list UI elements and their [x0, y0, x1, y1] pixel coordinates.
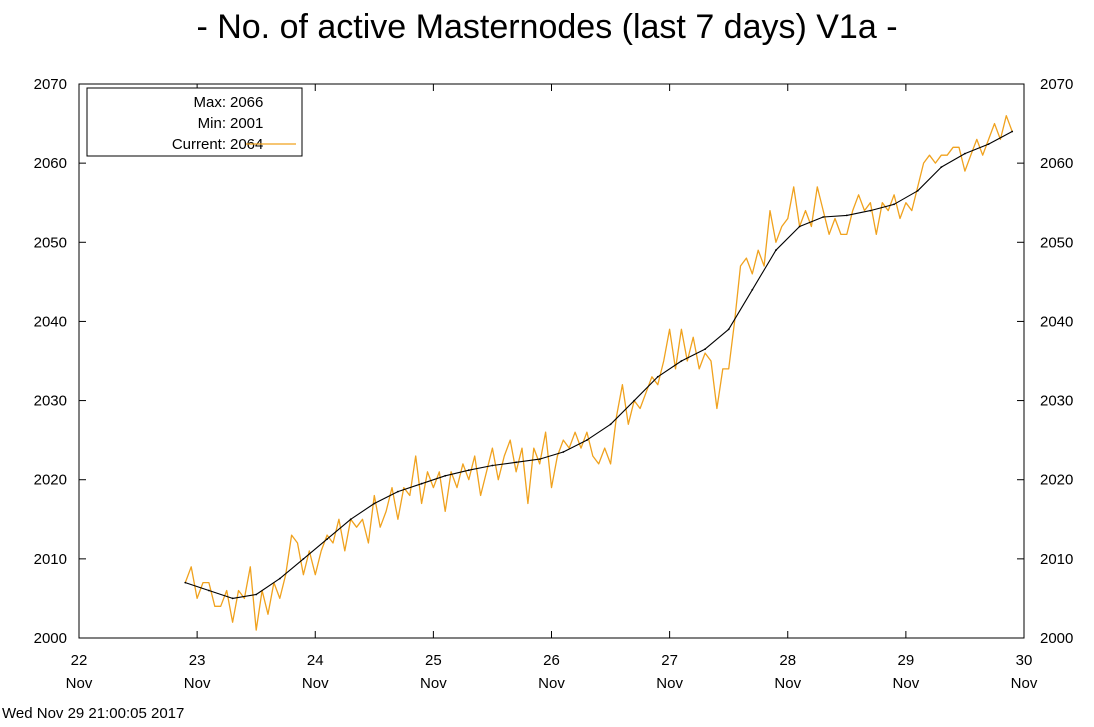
- x-tick-label-month: Nov: [893, 675, 920, 692]
- smoothed-series-point: [822, 216, 825, 218]
- smoothed-series-point: [751, 288, 754, 291]
- smoothed-series-point: [775, 249, 777, 252]
- x-tick-label-day: 22: [71, 652, 88, 669]
- y-tick-label-right: 2000: [1040, 630, 1073, 647]
- series-group: [184, 115, 1014, 631]
- legend-entry-value: 2001: [230, 115, 263, 132]
- legend-entry-value: 2066: [230, 94, 263, 111]
- x-tick-label-month: Nov: [1011, 675, 1038, 692]
- smoothed-series-point: [373, 502, 376, 505]
- smoothed-series-point: [680, 360, 683, 362]
- y-axis-right: 2000 2010 2020 2030 2040 2050 2060 2070: [1017, 76, 1073, 647]
- smoothed-series-point: [278, 577, 281, 580]
- smoothed-series-point: [656, 375, 659, 378]
- smoothed-series-point: [633, 399, 636, 402]
- raw-series-line: [184, 115, 1013, 631]
- x-tick-label-day: 27: [661, 652, 678, 669]
- x-tick-label-month: Nov: [774, 675, 801, 692]
- x-tick-label-day: 28: [779, 652, 796, 669]
- y-tick-label-right: 2030: [1040, 393, 1073, 410]
- chart-title: - No. of active Masternodes (last 7 days…: [196, 8, 898, 46]
- legend-entry-label: Max:: [193, 94, 226, 111]
- x-tick-label-day: 29: [898, 652, 915, 669]
- smoothed-series-point: [349, 518, 352, 521]
- x-tick-label-day: 23: [189, 652, 206, 669]
- smoothed-series-point: [916, 189, 919, 192]
- y-tick-label-right: 2060: [1040, 155, 1073, 172]
- smoothed-series-point: [562, 451, 565, 453]
- smoothed-series-point: [515, 461, 517, 464]
- y-tick-label-right: 2010: [1040, 551, 1073, 568]
- smoothed-series-point: [704, 348, 706, 350]
- x-tick-label-month: Nov: [66, 675, 93, 692]
- smoothed-series-point: [538, 458, 541, 460]
- smoothed-series-line: [185, 131, 1013, 599]
- smoothed-series-point: [845, 214, 848, 217]
- x-tick-label-month: Nov: [656, 675, 683, 692]
- smoothed-series-point: [940, 166, 943, 169]
- y-tick-label-right: 2040: [1040, 313, 1073, 330]
- x-tick-label-month: Nov: [302, 675, 329, 692]
- x-tick-label-month: Nov: [538, 675, 565, 692]
- y-tick-label: 2030: [34, 393, 67, 410]
- y-tick-label: 2060: [34, 155, 67, 172]
- y-axis-left: 2000 2010 2020 2030 2040 2050 2060 2070: [34, 76, 86, 647]
- smoothed-series-point: [326, 538, 328, 540]
- y-tick-label: 2010: [34, 551, 67, 568]
- x-tick-label-month: Nov: [420, 675, 447, 692]
- y-tick-label: 2020: [34, 472, 67, 489]
- x-tick-label-day: 26: [543, 652, 560, 669]
- x-tick-label-day: 24: [307, 652, 324, 669]
- y-tick-label: 2050: [34, 234, 67, 251]
- y-tick-label-right: 2070: [1040, 76, 1073, 93]
- y-tick-label-right: 2020: [1040, 472, 1073, 489]
- smoothed-series-point: [893, 203, 895, 206]
- smoothed-series-point: [869, 209, 872, 212]
- smoothed-series-point: [397, 490, 399, 493]
- smoothed-series-point: [255, 593, 258, 596]
- smoothed-series-point: [964, 152, 966, 155]
- y-tick-label-right: 2050: [1040, 234, 1073, 251]
- legend-entry-label: Min:: [198, 115, 226, 132]
- plot-frame: [78, 83, 1025, 639]
- y-tick-label: 2000: [34, 630, 67, 647]
- smoothed-series-point: [467, 469, 470, 472]
- legend-box: [86, 87, 303, 157]
- legend-entry-label: Current:: [172, 136, 226, 153]
- smoothed-series-point: [586, 439, 588, 441]
- x-tick-label-month: Nov: [184, 675, 211, 692]
- smoothed-series-point: [231, 597, 234, 600]
- smoothed-series-point: [609, 423, 612, 426]
- smoothed-series-point: [420, 482, 423, 485]
- y-tick-label: 2040: [34, 313, 67, 330]
- smoothed-series-point: [208, 589, 210, 592]
- x-tick-label-day: 25: [425, 652, 442, 669]
- smoothed-series-point: [987, 143, 990, 146]
- x-tick-label-day: 30: [1016, 652, 1033, 669]
- smoothed-series-point: [444, 474, 447, 477]
- x-axis: 22 Nov 23 Nov 24 Nov 25 Nov 26 Nov 27 Nov 28 Nov 29 Nov…: [66, 84, 1038, 692]
- smoothed-series-point: [727, 328, 730, 331]
- smoothed-series-point: [1011, 130, 1014, 133]
- smoothed-series-point: [798, 225, 801, 228]
- smoothed-series-point: [302, 558, 305, 560]
- smoothed-series-point: [491, 464, 494, 467]
- y-tick-label: 2070: [34, 76, 67, 93]
- timestamp: Wed Nov 29 21:00:05 2017: [2, 705, 185, 722]
- smoothed-series-point: [184, 581, 187, 584]
